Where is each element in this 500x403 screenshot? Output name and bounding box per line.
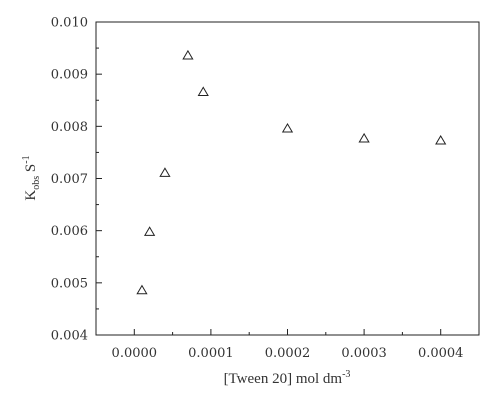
y-axis-title-sub: obs bbox=[31, 176, 42, 190]
data-point-triangle bbox=[136, 284, 148, 295]
data-point-triangle bbox=[435, 134, 447, 145]
y-tick-label: 0.008 bbox=[51, 120, 88, 135]
x-axis-title-sup: -3 bbox=[342, 369, 350, 380]
y-tick-label: 0.009 bbox=[51, 68, 88, 83]
y-axis-title: Kobs S-1 bbox=[21, 155, 42, 200]
x-axis-title: [Tween 20] mol dm-3 bbox=[224, 369, 351, 387]
x-axis: 0.0000 0.0001 0.0002 0.0003 0.0004 bbox=[112, 329, 464, 361]
x-tick-label: 0.0001 bbox=[188, 346, 234, 361]
x-axis-title-text: [Tween 20] mol dm bbox=[224, 371, 343, 387]
y-tick-label: 0.007 bbox=[51, 172, 88, 187]
y-axis: 0.004 0.005 0.006 0.007 0.008 0.009 0.010 bbox=[51, 16, 102, 344]
y-tick-label: 0.005 bbox=[51, 276, 88, 291]
y-axis-title-main: K bbox=[23, 190, 39, 201]
y-tick-label: 0.006 bbox=[51, 224, 88, 239]
y-axis-title-sup: -1 bbox=[21, 155, 32, 163]
x-tick-label: 0.0000 bbox=[112, 346, 158, 361]
x-tick-label: 0.0003 bbox=[341, 346, 387, 361]
y-axis-title-after: S bbox=[23, 164, 39, 176]
data-point-triangle bbox=[281, 122, 294, 133]
data-point-triangle bbox=[358, 132, 370, 143]
data-point-triangle bbox=[197, 86, 209, 97]
data-point-triangle bbox=[159, 167, 171, 177]
data-point-triangle bbox=[143, 226, 156, 236]
scatter-series bbox=[136, 49, 447, 295]
data-point-triangle bbox=[182, 49, 194, 60]
y-tick-label: 0.004 bbox=[51, 329, 88, 344]
y-tick-label: 0.010 bbox=[51, 16, 88, 31]
x-tick-label: 0.0004 bbox=[418, 346, 464, 361]
x-tick-label: 0.0002 bbox=[265, 346, 311, 361]
plot-frame bbox=[95, 21, 480, 336]
